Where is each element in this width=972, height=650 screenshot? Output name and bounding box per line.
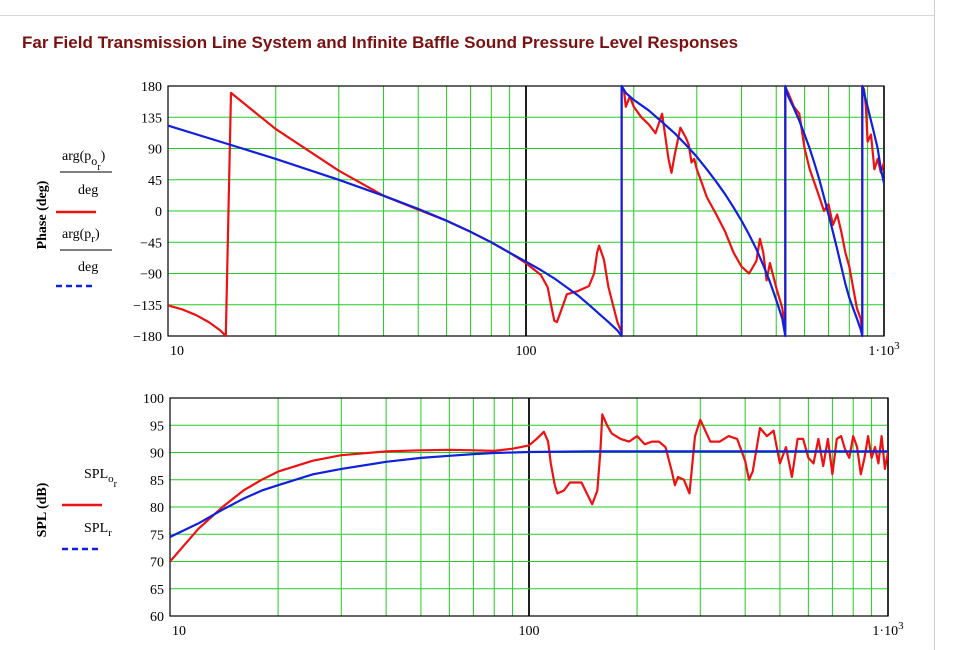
spl-ytick-label: 75 — [150, 528, 164, 543]
spl-legend: SPL (dB) SPLor SPLr — [35, 467, 118, 551]
phase-xtick-label: 100 — [516, 344, 537, 359]
phase-ytick-label: −180 — [133, 330, 162, 345]
phase-legend-red: arg(por) deg — [56, 149, 112, 214]
spl-ytick-label: 70 — [150, 556, 164, 571]
spl-series-blue-line — [170, 450, 888, 538]
spl-ytick-label: 95 — [150, 419, 164, 434]
spl-plot-frame — [169, 397, 889, 617]
phase-xtick-label: 1·103 — [868, 340, 900, 359]
chart-title: Far Field Transmission Line System and I… — [22, 33, 739, 52]
phase-legend: Phase (deg) arg(por) deg arg(pr) deg — [35, 149, 112, 288]
phase-ylabel: Phase (deg) — [35, 180, 50, 249]
legend-deg-text: deg — [78, 183, 98, 198]
frame-right-border — [934, 0, 935, 650]
phase-ytick-label: 0 — [155, 205, 162, 220]
spl-ylabel: SPL (dB) — [35, 482, 50, 537]
spl-xtick-label: 1·103 — [872, 620, 904, 639]
spl-ytick-label: 90 — [150, 447, 164, 462]
legend-deg-text: deg — [78, 260, 98, 275]
spl-ytick-label: 100 — [143, 392, 164, 407]
phase-plot: 180 135 90 45 0 −45 −90 −135 −180 10 100 1·103 — [133, 80, 900, 359]
spl-series-red-line — [170, 413, 888, 563]
phase-xtick-label: 10 — [170, 344, 184, 359]
spl-ytick-label: 60 — [150, 610, 164, 625]
frame-top-border — [0, 15, 934, 16]
phase-ytick-label: 45 — [148, 174, 162, 189]
spl-ytick-label: 85 — [150, 474, 164, 489]
legend-arg-pr-text: arg(pr) — [62, 227, 100, 245]
spl-plot: 100 95 90 85 80 75 70 65 60 10 100 1·103 — [143, 392, 904, 639]
phase-ytick-label: −45 — [140, 236, 162, 251]
legend-spl-r-text: SPLr — [84, 521, 112, 539]
phase-series-blue-line — [168, 84, 884, 338]
phase-ytick-label: −90 — [140, 268, 162, 283]
spl-xtick-label: 10 — [172, 624, 186, 639]
phase-legend-blue: arg(pr) deg — [56, 227, 112, 288]
phase-series-red-line — [168, 84, 884, 338]
spl-ytick-label: 80 — [150, 501, 164, 516]
spl-xtick-label: 100 — [519, 624, 540, 639]
legend-arg-por-text: arg(por) — [62, 149, 106, 173]
phase-plot-frame — [167, 85, 885, 337]
spl-ytick-label: 65 — [150, 583, 164, 598]
phase-ytick-label: 180 — [141, 80, 162, 95]
phase-ytick-label: 90 — [148, 143, 162, 158]
phase-ytick-label: −135 — [133, 299, 162, 314]
legend-spl-or-text: SPLor — [84, 467, 118, 490]
phase-ytick-label: 135 — [141, 111, 162, 126]
